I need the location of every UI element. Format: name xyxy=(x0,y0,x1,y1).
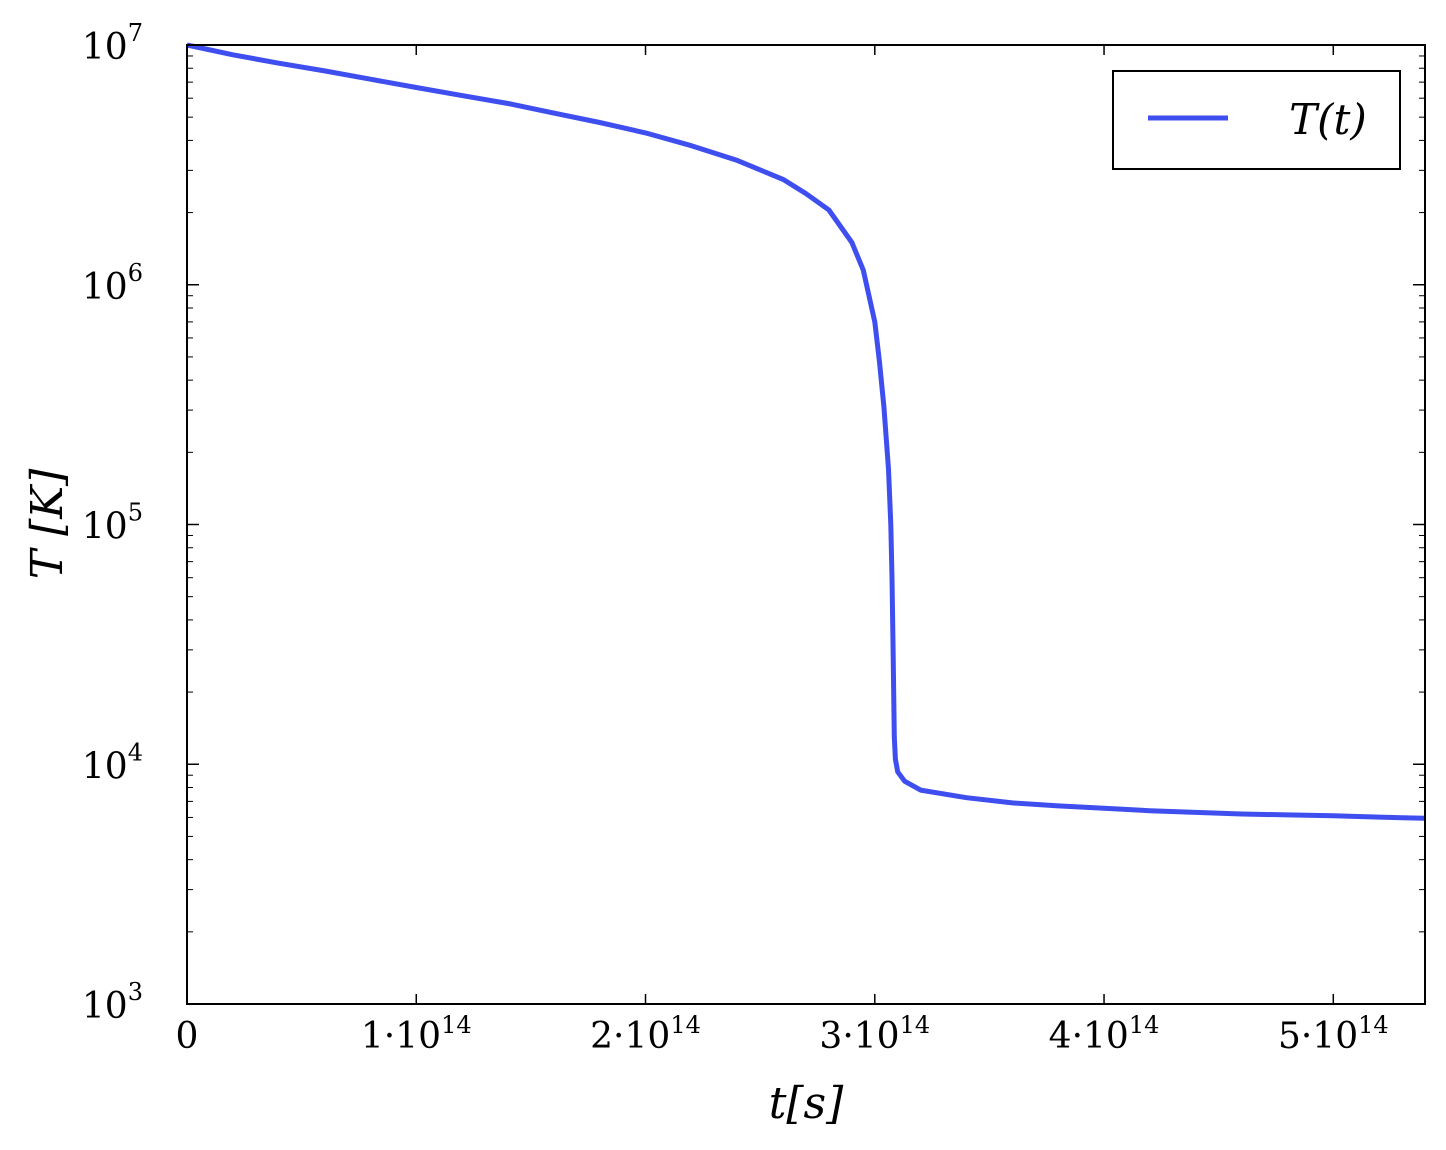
series-line xyxy=(186,42,1426,821)
x-tick-label: 2·1014 xyxy=(590,1011,701,1057)
x-axis-label: t[s] xyxy=(769,1078,844,1129)
x-tick-label: 4·1014 xyxy=(1049,1011,1160,1057)
y-axis-label: T [K] xyxy=(22,468,73,579)
y-tick-label: 107 xyxy=(82,19,143,68)
x-tick-label: 5·1014 xyxy=(1278,1011,1389,1057)
y-tick-label: 103 xyxy=(82,978,143,1027)
x-tick-label: 1·1014 xyxy=(361,1011,472,1057)
axis-ticks xyxy=(186,44,1425,1005)
tick-labels: 0 1·1014 2·1014 3·1014 4·1014 5·1014 103 104 105… xyxy=(82,19,1389,1057)
legend-label: T(t) xyxy=(1289,95,1367,144)
x-tick-label: 3·1014 xyxy=(819,1011,930,1057)
y-tick-label: 105 xyxy=(82,499,143,548)
x-tick-label: 0 xyxy=(176,1016,199,1057)
y-tick-label: 104 xyxy=(82,738,143,787)
plot-frame xyxy=(186,44,1426,1005)
legend: T(t) xyxy=(1112,70,1401,170)
plot-area xyxy=(186,42,1426,821)
y-tick-label: 106 xyxy=(82,259,143,308)
